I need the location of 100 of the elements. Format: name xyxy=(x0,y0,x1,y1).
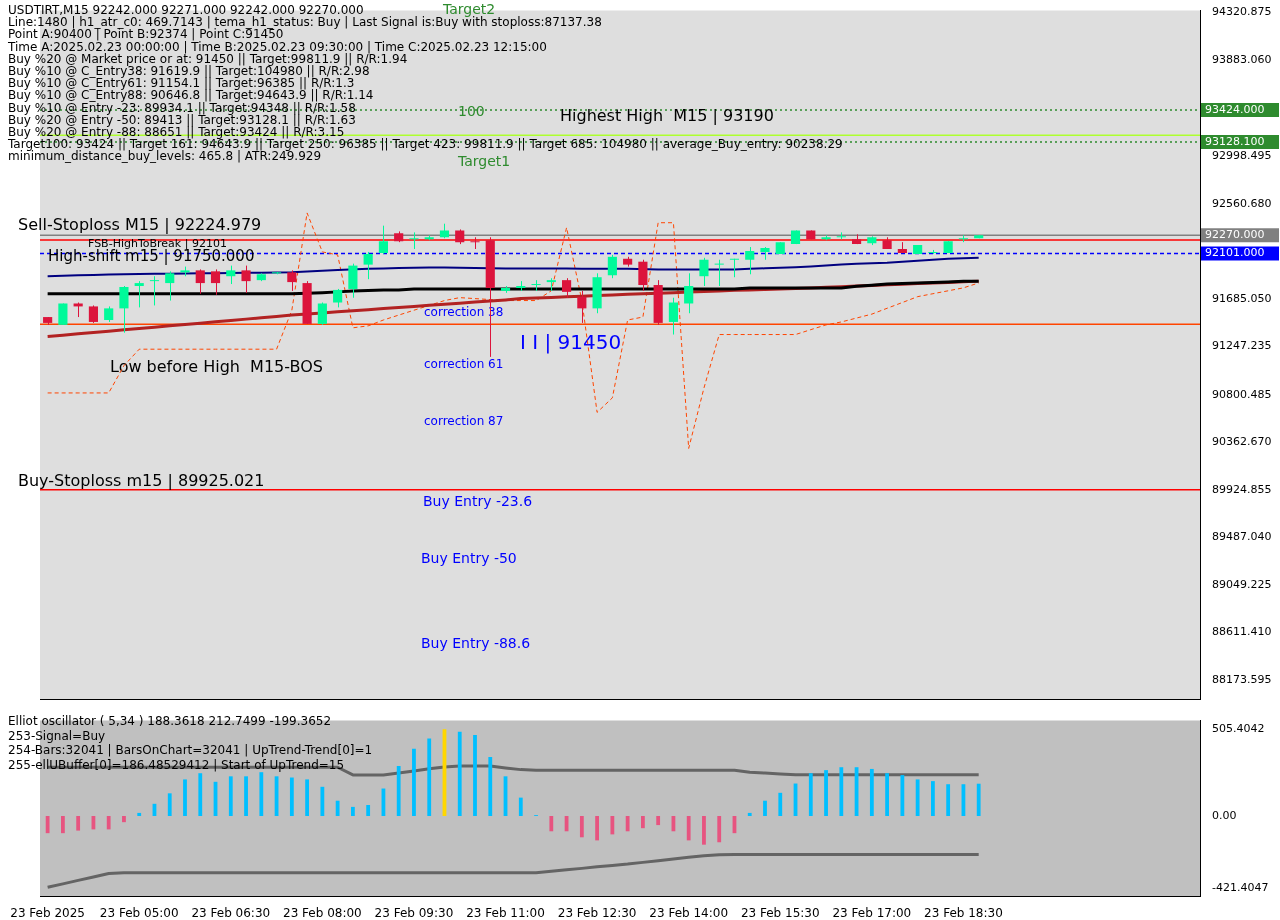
bar xyxy=(778,792,783,816)
bar xyxy=(259,772,264,816)
annotation: Target2 xyxy=(442,0,496,17)
annotation: Buy-Stoploss m15 | 89925.021 xyxy=(18,471,265,491)
bar xyxy=(885,773,890,816)
y-tick-label: 92560.680 xyxy=(1212,196,1272,210)
y-tick-label: -421.4047 xyxy=(1212,881,1269,895)
candlestick xyxy=(165,270,175,302)
annotation: Low before High M15-BOS xyxy=(110,357,323,377)
bar xyxy=(76,816,81,831)
bar xyxy=(427,738,432,816)
x-tick-label: 23 Feb 12:30 xyxy=(557,906,637,920)
candlestick xyxy=(577,290,587,324)
y-tick-label: 93883.060 xyxy=(1212,52,1272,66)
bar xyxy=(717,816,722,843)
x-tick-label: 23 Feb 11:00 xyxy=(466,906,545,920)
candlestick xyxy=(531,279,541,292)
annotation: Point A:90400 | Point B:92374 | Point C:91450 xyxy=(8,27,284,42)
annotation: correction 61 xyxy=(424,357,504,372)
bar xyxy=(595,816,600,841)
y-tick-label: 89487.040 xyxy=(1212,530,1272,544)
y-tick-label: 0.00 xyxy=(1212,808,1237,822)
ref-line-label: 93424.000 xyxy=(1205,102,1265,116)
x-tick-label: 23 Feb 09:30 xyxy=(374,906,454,920)
ref-line-label: 92101.000 xyxy=(1205,246,1265,260)
bar xyxy=(763,800,767,816)
bar xyxy=(930,781,935,816)
x-tick-label: 23 Feb 08:00 xyxy=(283,906,362,920)
bar xyxy=(122,816,126,823)
bar xyxy=(137,812,142,816)
candlestick xyxy=(714,259,724,287)
bar xyxy=(488,756,493,816)
bar xyxy=(335,800,340,816)
candlestick xyxy=(119,285,129,334)
bar xyxy=(946,784,951,816)
candlestick xyxy=(58,302,68,326)
y-tick-label: 91685.050 xyxy=(1212,291,1272,305)
annotation: I I | 91450 xyxy=(520,330,622,355)
candlestick xyxy=(226,265,236,285)
bar xyxy=(869,768,874,816)
candlestick xyxy=(668,297,678,336)
y-tick-label: 91247.235 xyxy=(1212,339,1272,353)
candlestick xyxy=(195,268,205,295)
y-tick-label: 89049.225 xyxy=(1212,577,1272,591)
bar xyxy=(640,816,645,829)
y-tick-label: 88611.410 xyxy=(1212,625,1272,639)
candlestick xyxy=(684,272,694,314)
annotation: Sell-Stoploss M15 | 92224.979 xyxy=(18,215,262,235)
x-tick-label: 23 Feb 18:30 xyxy=(924,906,1003,920)
candlestick xyxy=(348,263,358,299)
candlestick xyxy=(287,269,297,292)
bar xyxy=(915,779,920,816)
bar xyxy=(228,776,233,816)
bar xyxy=(106,816,111,830)
annotation: Buy Entry -23.6 xyxy=(423,492,533,509)
y-tick-label: 92998.495 xyxy=(1212,148,1272,162)
bar xyxy=(198,773,203,816)
bar xyxy=(412,748,416,816)
bar xyxy=(366,805,371,816)
y-tick-label: 88173.595 xyxy=(1212,672,1272,686)
ref-line-label: 93128.100 xyxy=(1205,134,1265,148)
bar xyxy=(656,816,661,826)
x-tick-label: 23 Feb 06:30 xyxy=(191,906,271,920)
bar xyxy=(747,812,752,816)
bar xyxy=(686,816,691,841)
candlestick xyxy=(241,265,251,294)
bar xyxy=(839,767,844,816)
y-tick-label: 89924.855 xyxy=(1212,482,1272,496)
annotation: Buy Entry -50 xyxy=(421,549,517,566)
annotation: Target1 xyxy=(457,152,511,169)
bar xyxy=(289,777,294,816)
bar xyxy=(579,816,584,838)
candlestick xyxy=(378,225,388,255)
candlestick xyxy=(134,280,144,308)
y-tick-label: 90362.670 xyxy=(1212,435,1272,449)
bar xyxy=(900,775,905,816)
candlestick xyxy=(470,236,480,250)
bar xyxy=(183,779,187,816)
bar xyxy=(808,773,813,816)
y-tick-label: 505.4042 xyxy=(1212,722,1265,736)
bar xyxy=(396,766,401,816)
candlestick xyxy=(699,257,709,287)
bar xyxy=(45,816,50,834)
chart-title: USDTIRT,M15 92242.000 92271.000 92242.000 92270.000 xyxy=(8,3,364,17)
candlestick xyxy=(638,259,648,292)
bar xyxy=(244,776,248,816)
x-tick-label: 23 Feb 17:00 xyxy=(832,906,912,920)
bar xyxy=(824,770,828,816)
annotation: correction 87 xyxy=(424,414,504,429)
y-tick-label: 94320.875 xyxy=(1212,5,1272,19)
candlestick xyxy=(729,258,740,278)
bar xyxy=(625,816,630,832)
bar xyxy=(549,816,554,832)
annotation: Buy Entry -88.6 xyxy=(421,634,531,651)
annotation: 253-Signal=Buy xyxy=(8,728,107,743)
bar xyxy=(473,734,477,816)
candlestick xyxy=(745,246,755,275)
x-tick-label: 23 Feb 14:00 xyxy=(649,906,729,920)
chart-title: Elliot oscillator ( 5,34 ) 188.3618 212.7499 -199.3652 xyxy=(8,714,333,729)
bar xyxy=(305,779,310,816)
